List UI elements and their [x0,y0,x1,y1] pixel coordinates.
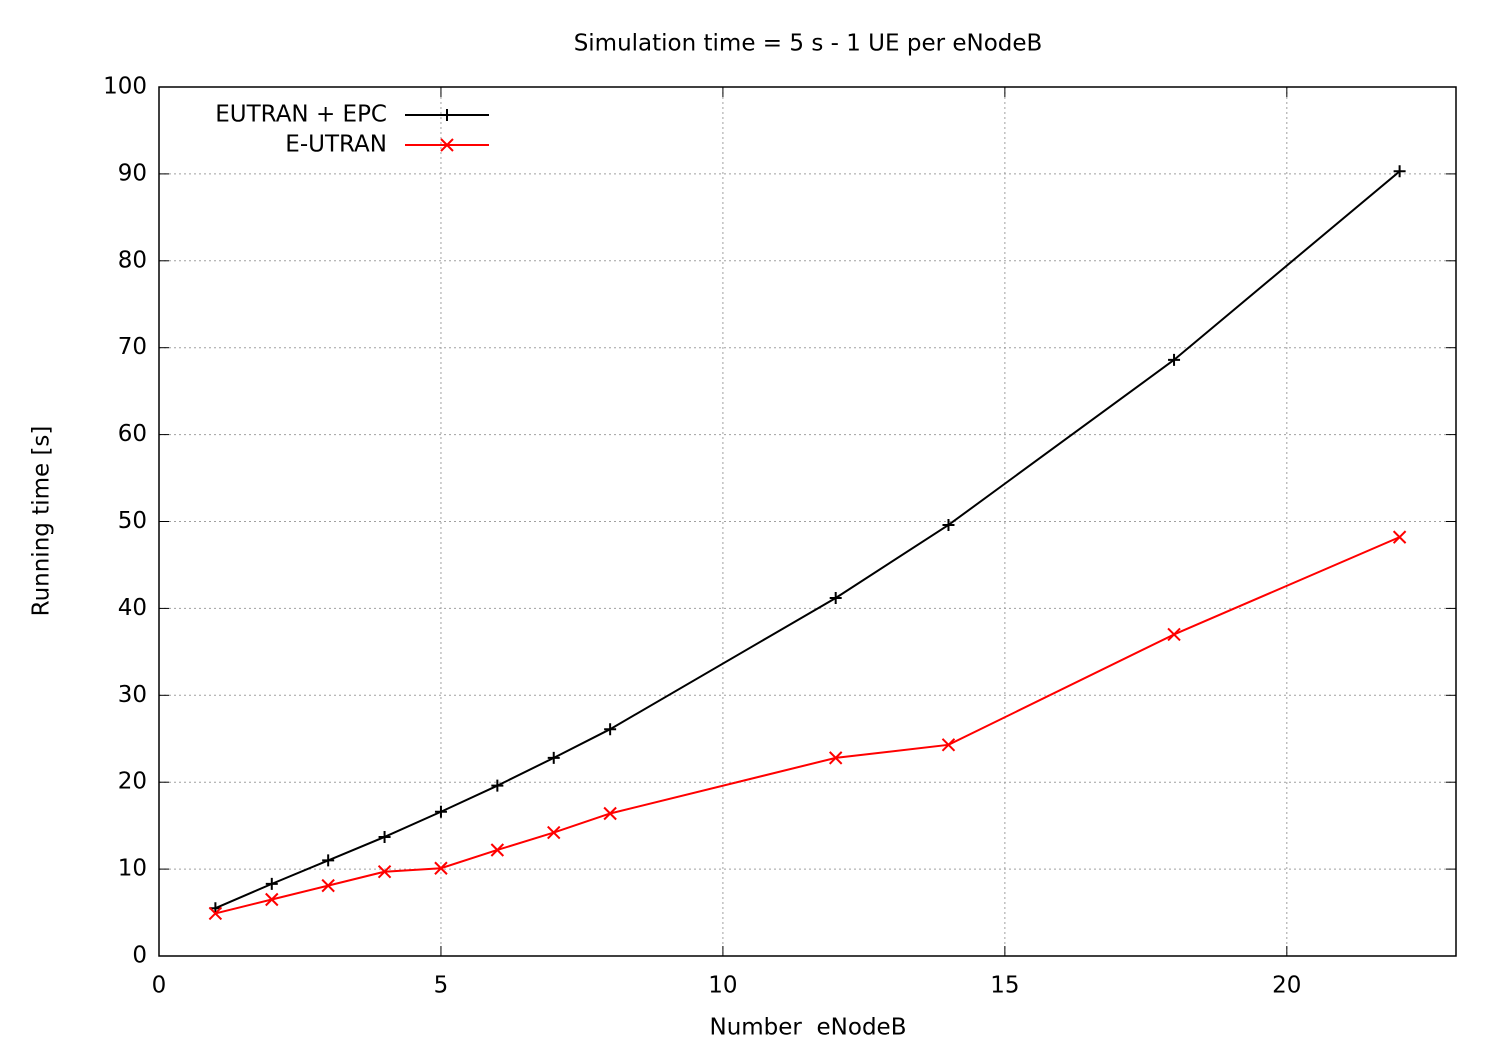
marker [491,779,504,792]
y-tick-label: 70 [118,334,147,360]
marker [1167,627,1181,642]
x-axis-label: Number eNodeB [710,1015,907,1041]
y-tick-label: 50 [118,508,147,534]
marker [942,518,955,531]
legend-label: E-UTRAN [285,132,387,158]
legend-label: EUTRAN + EPC [215,102,387,128]
y-tick-label: 100 [103,74,147,100]
marker [547,751,560,764]
marker [547,825,561,840]
marker [321,878,335,893]
marker [1168,353,1181,366]
marker [1392,530,1407,544]
series-line [214,170,1401,910]
y-tick-label: 20 [118,769,147,795]
y-axis-label: Running time [s] [29,426,55,617]
marker [265,892,279,907]
marker [434,805,447,818]
legend-marker [440,138,454,152]
marker [378,830,391,843]
x-tick-label: 0 [152,973,167,999]
y-tick-label: 30 [118,682,147,708]
y-tick-label: 0 [132,943,147,969]
x-tick-label: 20 [1272,973,1301,999]
marker [604,723,617,736]
series-line [215,536,1401,915]
y-tick-label: 90 [118,160,147,186]
y-tick-label: 60 [118,421,147,447]
marker [490,843,505,857]
x-tick-label: 15 [990,973,1019,999]
y-tick-label: 10 [118,856,147,882]
legend-marker [441,109,453,121]
marker [941,738,956,752]
marker [829,591,842,604]
marker [603,806,617,821]
marker [208,906,223,921]
x-tick-label: 5 [434,973,449,999]
marker [828,751,843,765]
plot-frame [158,86,1457,957]
y-tick-label: 40 [118,595,147,621]
marker [265,877,278,890]
marker [434,861,448,875]
x-tick-label: 10 [708,973,737,999]
chart-title: Simulation time = 5 s - 1 UE per eNodeB [574,31,1043,57]
marker [1393,165,1406,178]
marker [377,864,392,879]
marker [322,854,335,867]
y-tick-label: 80 [118,247,147,273]
